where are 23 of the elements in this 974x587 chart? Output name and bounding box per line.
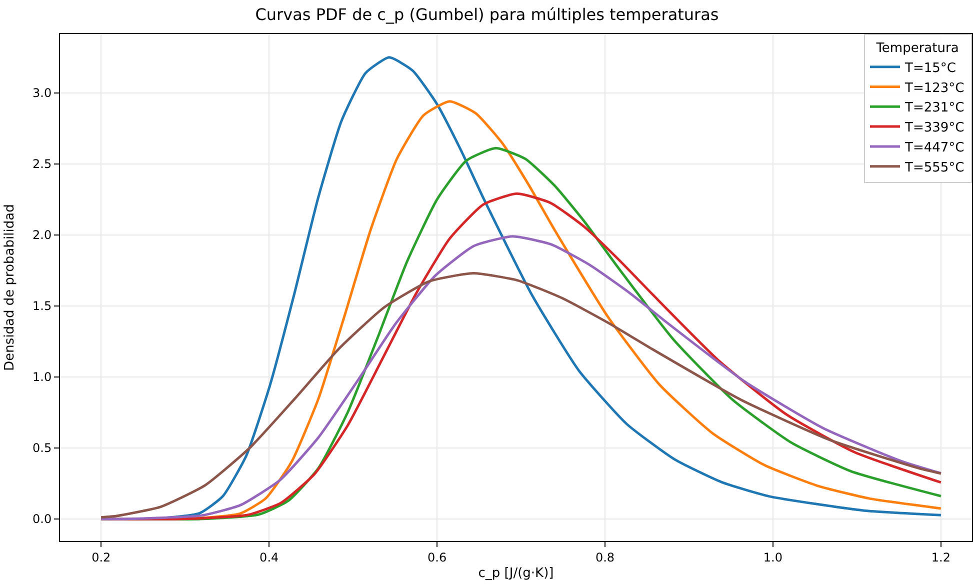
y-tick-label: 0.0 bbox=[32, 512, 52, 526]
x-tick-label: 0.4 bbox=[260, 550, 279, 564]
legend-label: T=123°C bbox=[904, 80, 964, 96]
x-tick-label: 0.8 bbox=[595, 550, 615, 564]
x-tick-label: 1.0 bbox=[763, 550, 783, 564]
legend-label: T=15°C bbox=[904, 60, 956, 76]
y-axis-title: Densidad de probabilidad bbox=[2, 204, 18, 371]
x-tick-label: 1.2 bbox=[931, 550, 950, 564]
y-tick-label: 3.0 bbox=[32, 86, 52, 100]
legend-title: Temperatura bbox=[875, 40, 959, 56]
y-tick-label: 1.0 bbox=[32, 370, 52, 384]
legend-label: T=231°C bbox=[904, 100, 964, 116]
y-tick-label: 0.5 bbox=[32, 441, 52, 456]
y-tick-label: 2.5 bbox=[32, 157, 52, 172]
chart-title: Curvas PDF de c_p (Gumbel) para múltiples temperaturas bbox=[255, 5, 719, 24]
x-tick-label: 0.2 bbox=[92, 550, 111, 564]
legend-label: T=339°C bbox=[904, 120, 964, 136]
x-tick-label: 0.6 bbox=[428, 550, 447, 564]
y-tick-label: 1.5 bbox=[32, 299, 52, 314]
legend-label: T=555°C bbox=[904, 160, 964, 176]
legend-label: T=447°C bbox=[904, 140, 964, 156]
x-axis-title: c_p [J/(g·K)] bbox=[478, 566, 554, 581]
y-tick-label: 2.0 bbox=[32, 228, 52, 242]
